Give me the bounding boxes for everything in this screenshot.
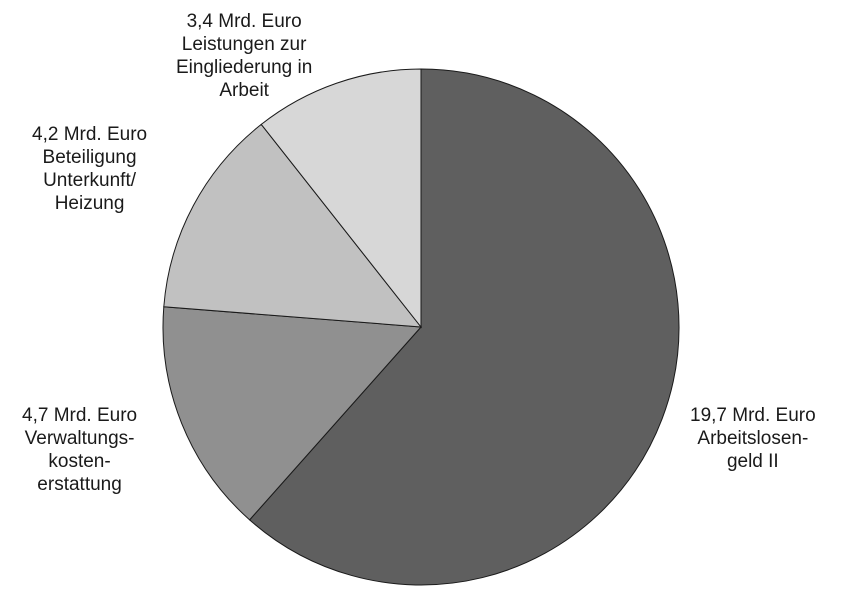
label-verwaltungskosten: 4,7 Mrd. Euro Verwaltungs- kosten- ersta… [22,404,137,496]
category-label-line: Leistungen zur [181,34,307,55]
label-eingliederung: 3,4 Mrd. Euro Leistungen zur Eingliederu… [176,10,312,102]
category-label-line: Unterkunft/ [43,170,137,191]
value-label: 3,4 Mrd. Euro [186,11,302,32]
category-label-line: Verwaltungs- [24,428,135,449]
slice-eingliederung [260,68,422,329]
value-label: 4,7 Mrd. Euro [22,405,138,426]
value-label: 4,2 Mrd. Euro [32,124,148,145]
category-label-line: Beteiligung [42,147,137,168]
category-label-line: Eingliederung in [176,57,313,78]
slice-verwaltungskosten [162,306,423,521]
category-label-line: Heizung [54,193,125,214]
category-label-line: erstattung [37,474,122,495]
slice-unterkunft-heizung [163,123,423,328]
label-arbeitslosengeld: 19,7 Mrd. Euro Arbeitslosen- geld II [690,404,816,473]
value-label: 19,7 Mrd. Euro [690,405,816,426]
category-label-line: geld II [726,451,779,472]
category-label-line: Arbeitslosen- [697,428,809,449]
slice-arbeitslosengeld [248,68,680,586]
label-unterkunft-heizung: 4,2 Mrd. Euro Beteiligung Unterkunft/ He… [32,123,147,215]
category-label-line: kosten- [48,451,111,472]
pie-slices [162,68,680,586]
category-label-line: Arbeit [219,80,269,101]
